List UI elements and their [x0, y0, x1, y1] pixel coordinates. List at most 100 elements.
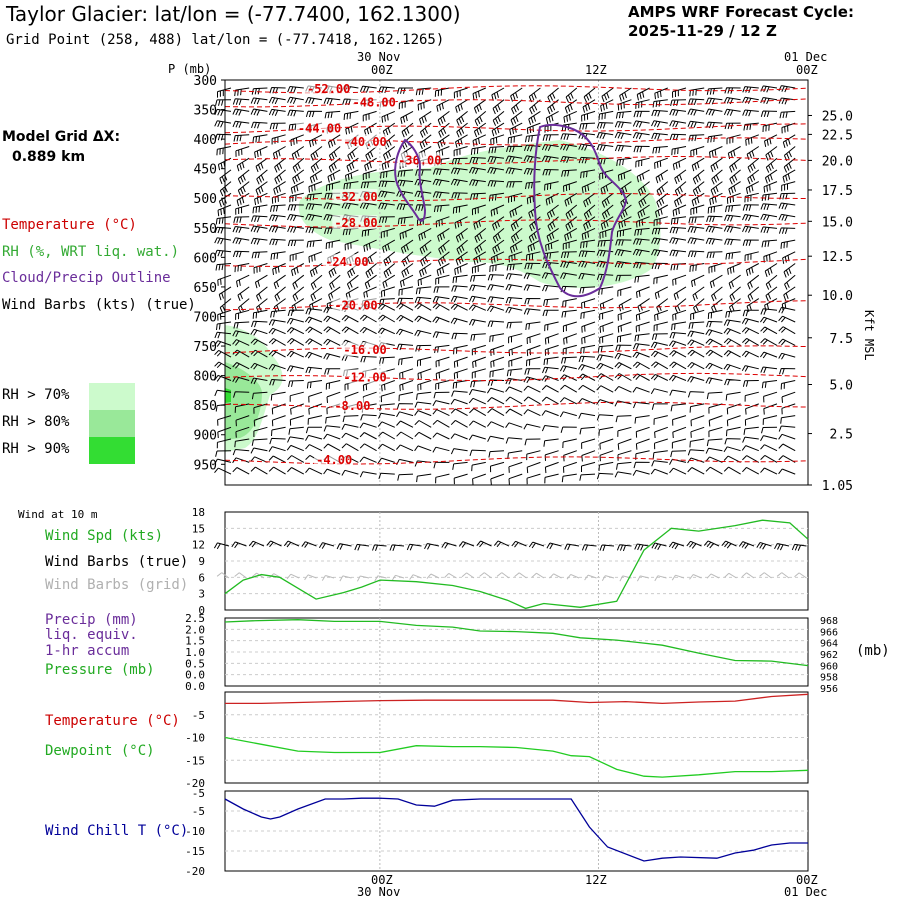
upper-wind-barb	[672, 415, 687, 426]
upper-wind-barb	[691, 157, 705, 172]
upper-wind-barb	[492, 99, 505, 115]
surface-wind-barb-true	[774, 543, 790, 551]
upper-wind-barb	[669, 374, 687, 382]
surface-wind-barb-grid	[549, 573, 562, 579]
upper-wind-barb	[546, 227, 559, 243]
upper-wind-barb	[344, 239, 359, 251]
upper-wind-barb	[269, 238, 286, 246]
upper-wind-barb	[778, 97, 796, 105]
upper-wind-barb	[432, 303, 450, 311]
upper-wind-barb	[709, 192, 723, 206]
upper-wind-barb	[505, 155, 523, 163]
upper-wind-barb	[706, 215, 723, 223]
wind-chill-tick-label: -10	[185, 825, 205, 838]
surface-wind-barb-grid	[636, 575, 650, 582]
upper-wind-barb	[305, 203, 323, 210]
upper-wind-barb	[544, 450, 559, 461]
upper-wind-barb	[687, 120, 705, 128]
upper-wind-barb	[725, 204, 741, 213]
pressure-tick-label: 900	[194, 429, 217, 444]
upper-wind-barb	[743, 122, 759, 131]
upper-wind-barb	[417, 380, 432, 391]
upper-wind-barb	[744, 415, 759, 426]
upper-wind-barb	[506, 368, 523, 377]
upper-wind-barb	[397, 169, 414, 178]
upper-wind-barb	[468, 434, 486, 441]
upper-wind-barb	[377, 457, 395, 464]
upper-wind-barb	[234, 263, 250, 273]
upper-wind-barb	[707, 309, 723, 320]
surface-wind-barb-true	[213, 542, 230, 550]
upper-wind-barb	[489, 333, 505, 343]
upper-wind-barb	[419, 251, 432, 267]
surface-wind-barb-grid	[689, 574, 702, 580]
upper-wind-barb	[506, 145, 523, 153]
upper-wind-barb	[450, 419, 468, 428]
upper-wind-barb	[542, 366, 559, 374]
upper-wind-barb	[472, 473, 486, 485]
upper-wind-barb	[670, 216, 687, 225]
upper-wind-barb	[654, 157, 668, 169]
upper-wind-barb	[760, 213, 778, 222]
upper-wind-barb	[652, 146, 668, 154]
upper-wind-barb	[560, 143, 577, 151]
upper-wind-barb	[468, 304, 486, 312]
upper-wind-barb	[742, 86, 759, 93]
upper-wind-barb	[378, 86, 395, 94]
upper-wind-barb	[782, 251, 796, 264]
surface-wind-barb-grid	[671, 574, 685, 581]
upper-wind-barb	[725, 309, 741, 318]
upper-wind-barb	[341, 326, 359, 335]
top-hour-00z-end: 00Z	[796, 63, 818, 77]
upper-wind-barb	[692, 286, 705, 301]
upper-wind-barb	[614, 144, 632, 152]
upper-wind-barb	[651, 460, 668, 467]
upper-wind-barb	[669, 226, 687, 234]
upper-wind-barb	[780, 415, 796, 424]
upper-wind-barb	[524, 262, 541, 270]
upper-wind-barb	[433, 391, 450, 399]
upper-wind-barb	[286, 350, 305, 358]
upper-wind-barb	[473, 251, 487, 265]
upper-wind-barb	[653, 216, 668, 227]
pressure-tick-label: 966	[820, 627, 838, 638]
upper-wind-barb	[452, 461, 468, 470]
upper-wind-barb	[486, 387, 505, 394]
upper-wind-barb	[523, 168, 541, 175]
upper-wind-barb	[250, 108, 268, 116]
upper-wind-barb	[672, 87, 687, 98]
pressure-axis-title: P (mb)	[168, 62, 212, 76]
surface-wind-barb-true	[738, 541, 755, 549]
upper-wind-barb	[526, 473, 541, 485]
upper-wind-barb	[723, 363, 741, 371]
upper-wind-barb	[596, 132, 614, 140]
upper-wind-barb	[724, 87, 741, 94]
upper-wind-barb	[708, 415, 723, 427]
surface-wind-barb-grid	[356, 575, 370, 582]
upper-wind-barb	[635, 438, 650, 450]
upper-wind-barb	[742, 214, 759, 222]
upper-wind-barb	[578, 143, 596, 151]
isotherm-label: -52.00	[307, 82, 350, 96]
upper-wind-barb	[760, 338, 778, 346]
upper-wind-barb	[615, 239, 632, 246]
upper-wind-barb	[505, 167, 523, 175]
precip-liq-label: liq. equiv.	[45, 627, 138, 643]
pressure-tick-label: 500	[194, 192, 217, 207]
upper-wind-barb	[450, 433, 468, 440]
surface-wind-barb-true	[634, 543, 650, 551]
upper-wind-barb	[564, 99, 578, 114]
wind-chill-tick-label: -5	[192, 805, 205, 818]
upper-wind-barb	[378, 202, 395, 210]
upper-wind-barb	[489, 263, 505, 273]
upper-wind-barb	[419, 134, 432, 150]
upper-wind-barb	[436, 263, 450, 277]
upper-wind-barb	[217, 309, 232, 321]
upper-wind-barb	[725, 391, 741, 401]
upper-wind-barb	[414, 410, 432, 417]
upper-wind-barb	[306, 239, 323, 248]
upper-wind-barb	[653, 415, 668, 425]
surface-wind-barb-true	[651, 542, 667, 550]
upper-wind-barb	[380, 169, 395, 179]
surface-wind-barb-true	[283, 540, 300, 548]
